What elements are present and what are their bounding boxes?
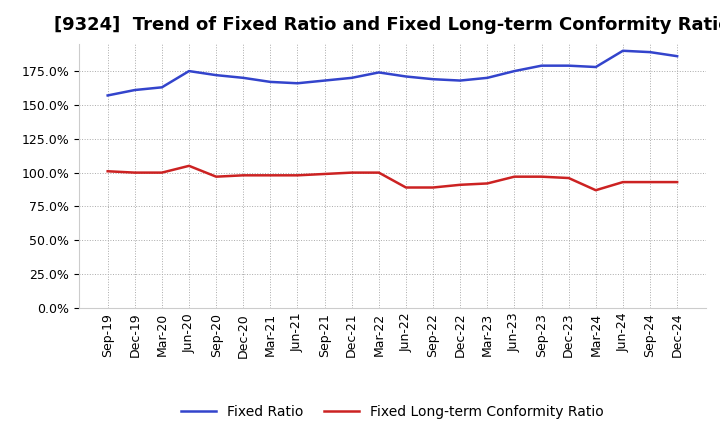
Fixed Ratio: [591, 64, 600, 70]
Fixed Ratio: [266, 79, 275, 84]
Fixed Ratio: [185, 69, 194, 74]
Fixed Long-term Conformity Ratio: [239, 172, 248, 178]
Fixed Ratio: [130, 88, 139, 93]
Fixed Ratio: [428, 77, 437, 82]
Fixed Long-term Conformity Ratio: [537, 174, 546, 180]
Fixed Long-term Conformity Ratio: [348, 170, 356, 175]
Fixed Ratio: [374, 70, 383, 75]
Fixed Ratio: [212, 73, 220, 78]
Fixed Ratio: [158, 84, 166, 90]
Fixed Long-term Conformity Ratio: [104, 169, 112, 174]
Fixed Long-term Conformity Ratio: [293, 172, 302, 178]
Fixed Long-term Conformity Ratio: [591, 187, 600, 193]
Fixed Long-term Conformity Ratio: [158, 170, 166, 175]
Fixed Ratio: [646, 49, 654, 55]
Fixed Ratio: [348, 75, 356, 81]
Fixed Long-term Conformity Ratio: [212, 174, 220, 180]
Fixed Ratio: [672, 54, 681, 59]
Fixed Long-term Conformity Ratio: [564, 176, 573, 181]
Fixed Long-term Conformity Ratio: [130, 170, 139, 175]
Legend: Fixed Ratio, Fixed Long-term Conformity Ratio: Fixed Ratio, Fixed Long-term Conformity …: [176, 400, 609, 425]
Fixed Ratio: [483, 75, 492, 81]
Fixed Ratio: [402, 74, 410, 79]
Fixed Long-term Conformity Ratio: [618, 180, 627, 185]
Fixed Long-term Conformity Ratio: [428, 185, 437, 190]
Fixed Long-term Conformity Ratio: [672, 180, 681, 185]
Fixed Long-term Conformity Ratio: [646, 180, 654, 185]
Fixed Ratio: [456, 78, 464, 83]
Fixed Ratio: [104, 93, 112, 98]
Fixed Long-term Conformity Ratio: [185, 163, 194, 169]
Fixed Long-term Conformity Ratio: [374, 170, 383, 175]
Fixed Ratio: [239, 75, 248, 81]
Fixed Long-term Conformity Ratio: [510, 174, 518, 180]
Line: Fixed Ratio: Fixed Ratio: [108, 51, 677, 95]
Fixed Ratio: [537, 63, 546, 68]
Fixed Long-term Conformity Ratio: [483, 181, 492, 186]
Fixed Ratio: [320, 78, 329, 83]
Fixed Long-term Conformity Ratio: [456, 182, 464, 187]
Fixed Ratio: [564, 63, 573, 68]
Line: Fixed Long-term Conformity Ratio: Fixed Long-term Conformity Ratio: [108, 166, 677, 190]
Fixed Ratio: [293, 81, 302, 86]
Fixed Long-term Conformity Ratio: [266, 172, 275, 178]
Title: [9324]  Trend of Fixed Ratio and Fixed Long-term Conformity Ratio: [9324] Trend of Fixed Ratio and Fixed Lo…: [54, 16, 720, 34]
Fixed Long-term Conformity Ratio: [402, 185, 410, 190]
Fixed Ratio: [618, 48, 627, 53]
Fixed Long-term Conformity Ratio: [320, 171, 329, 176]
Fixed Ratio: [510, 69, 518, 74]
